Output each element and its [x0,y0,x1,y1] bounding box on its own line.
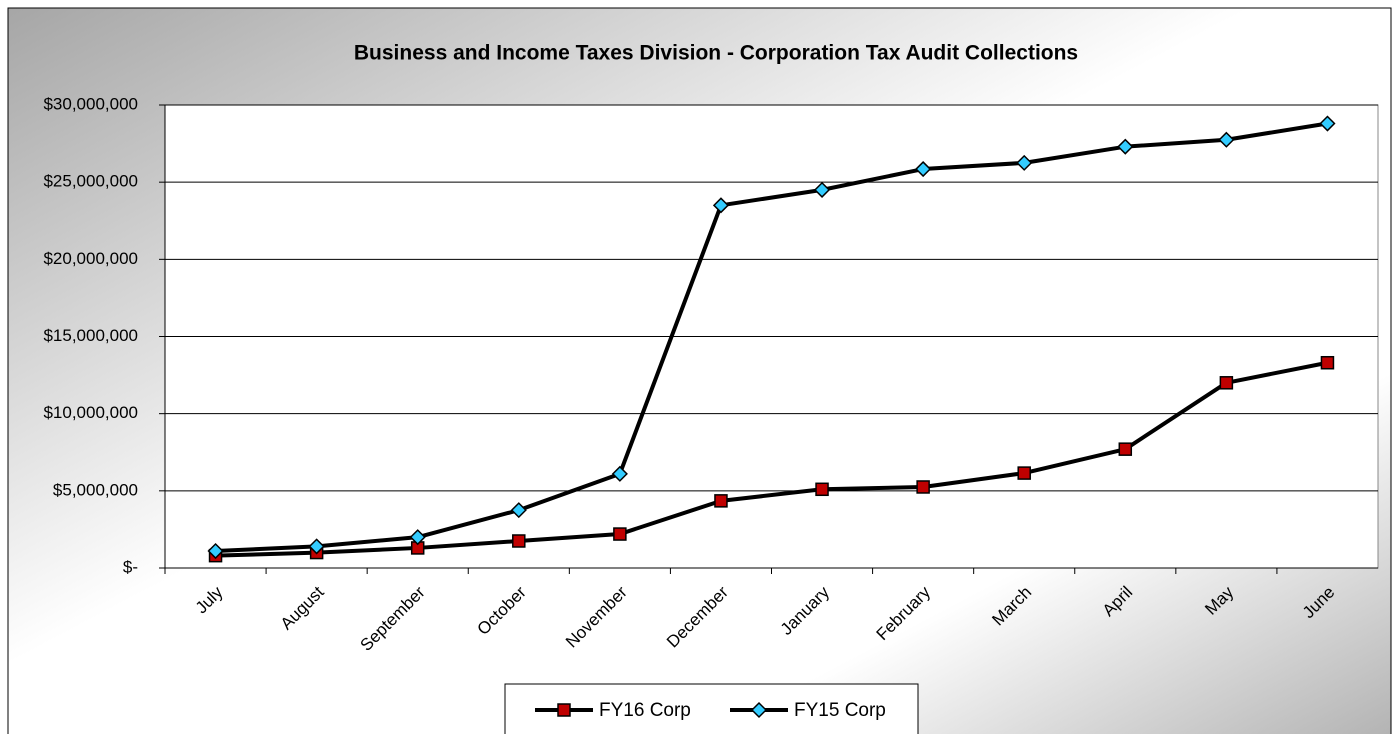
y-tick-label: $30,000,000 [43,94,138,113]
legend-marker [557,703,571,717]
data-point [510,502,527,519]
y-tick-label: $10,000,000 [43,403,138,422]
data-point [1118,442,1133,456]
data-point [1320,355,1335,370]
data-point [1218,131,1235,148]
data-point [409,529,426,546]
legend-label: FY16 Corp [599,700,691,721]
series-line [215,121,1328,554]
chart-title: Business and Income Taxes Division - Cor… [354,42,1078,65]
data-point [813,181,831,198]
data-point [1219,376,1234,390]
legend-marker [750,701,768,719]
data-point [1319,115,1336,132]
series-line [215,360,1328,558]
data-point [714,494,728,508]
y-tick-label: $- [123,557,138,576]
legend-label: FY15 Corp [794,700,886,721]
data-point [611,465,628,482]
data-point [1016,154,1033,171]
data-point [308,538,325,555]
y-tick-label: $5,000,000 [53,480,138,499]
data-point [916,480,930,494]
y-tick-label: $25,000,000 [43,172,138,191]
data-point [613,527,627,541]
data-point [512,534,526,548]
y-tick-label: $20,000,000 [43,249,138,268]
data-point [712,197,730,214]
data-point [1117,138,1134,155]
data-point [207,542,224,560]
data-point [915,160,932,178]
y-tick-label: $15,000,000 [43,326,138,345]
data-point [815,482,829,497]
data-point [1017,466,1031,480]
